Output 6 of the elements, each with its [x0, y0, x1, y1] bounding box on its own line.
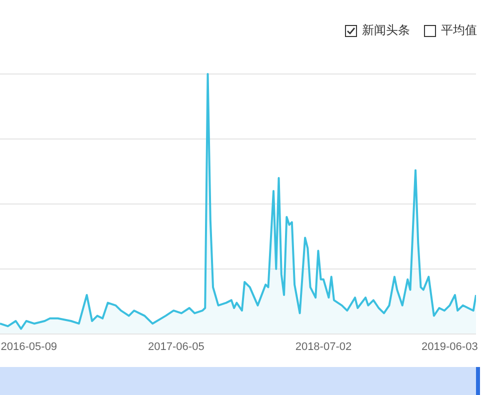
text: 平均值 [440, 22, 477, 39]
x-tick-label: 2018-07-02 [295, 340, 352, 353]
text: 新闻头条 [361, 22, 410, 39]
x-tick-label: 2019-06-03 [422, 340, 478, 353]
x-tick-label: 2017-06-05 [148, 340, 204, 353]
x-tick-label: 2016-05-09 [0, 340, 58, 353]
